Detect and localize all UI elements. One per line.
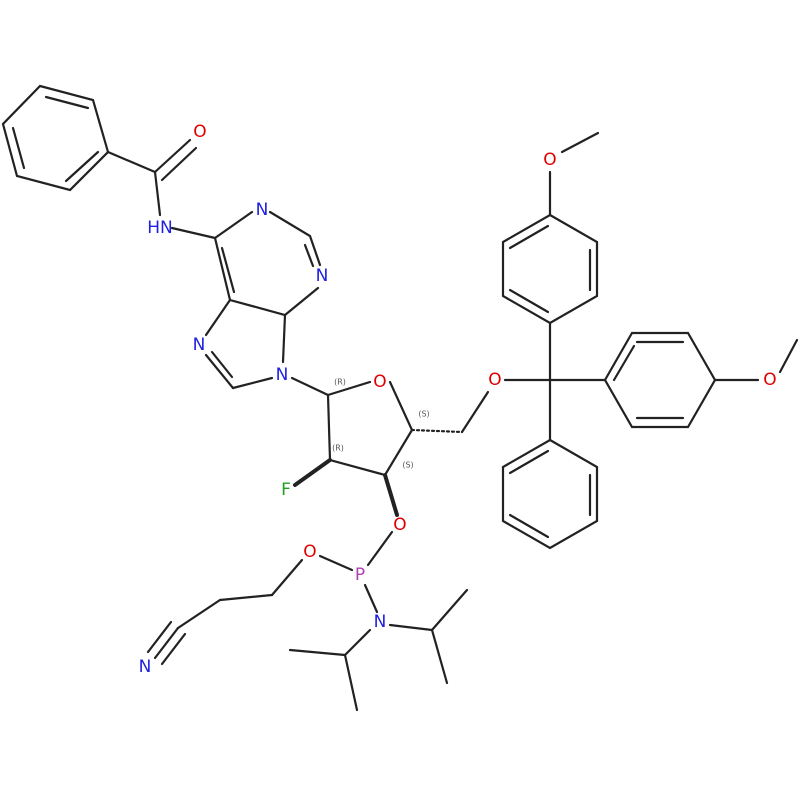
atom-label: F [281,480,291,500]
bonds [1,84,799,712]
atom-label: N [316,266,329,286]
atom-label: O [303,542,316,562]
stereo-label: (R) [334,378,346,387]
atom-label: HN [147,218,173,238]
atom-label: N [139,657,152,677]
atom-label: N [374,612,387,632]
atom-label: O [763,370,776,390]
atom-label: N [256,200,269,220]
atom-label: N [276,365,289,385]
stereo-label: (R) [332,444,344,453]
atom-label: P [355,565,365,585]
atom-label: O [543,150,556,170]
atom-labels: O HN N N N N O F O O O O O P N N (R) (R)… [139,122,777,677]
atom-label: O [193,122,206,142]
stereo-label: (S) [402,461,413,470]
atom-label: O [488,370,501,390]
atom-label: O [393,515,406,535]
atom-label: O [373,372,386,392]
stereo-label: (S) [418,410,429,419]
atom-label: N [193,335,206,355]
